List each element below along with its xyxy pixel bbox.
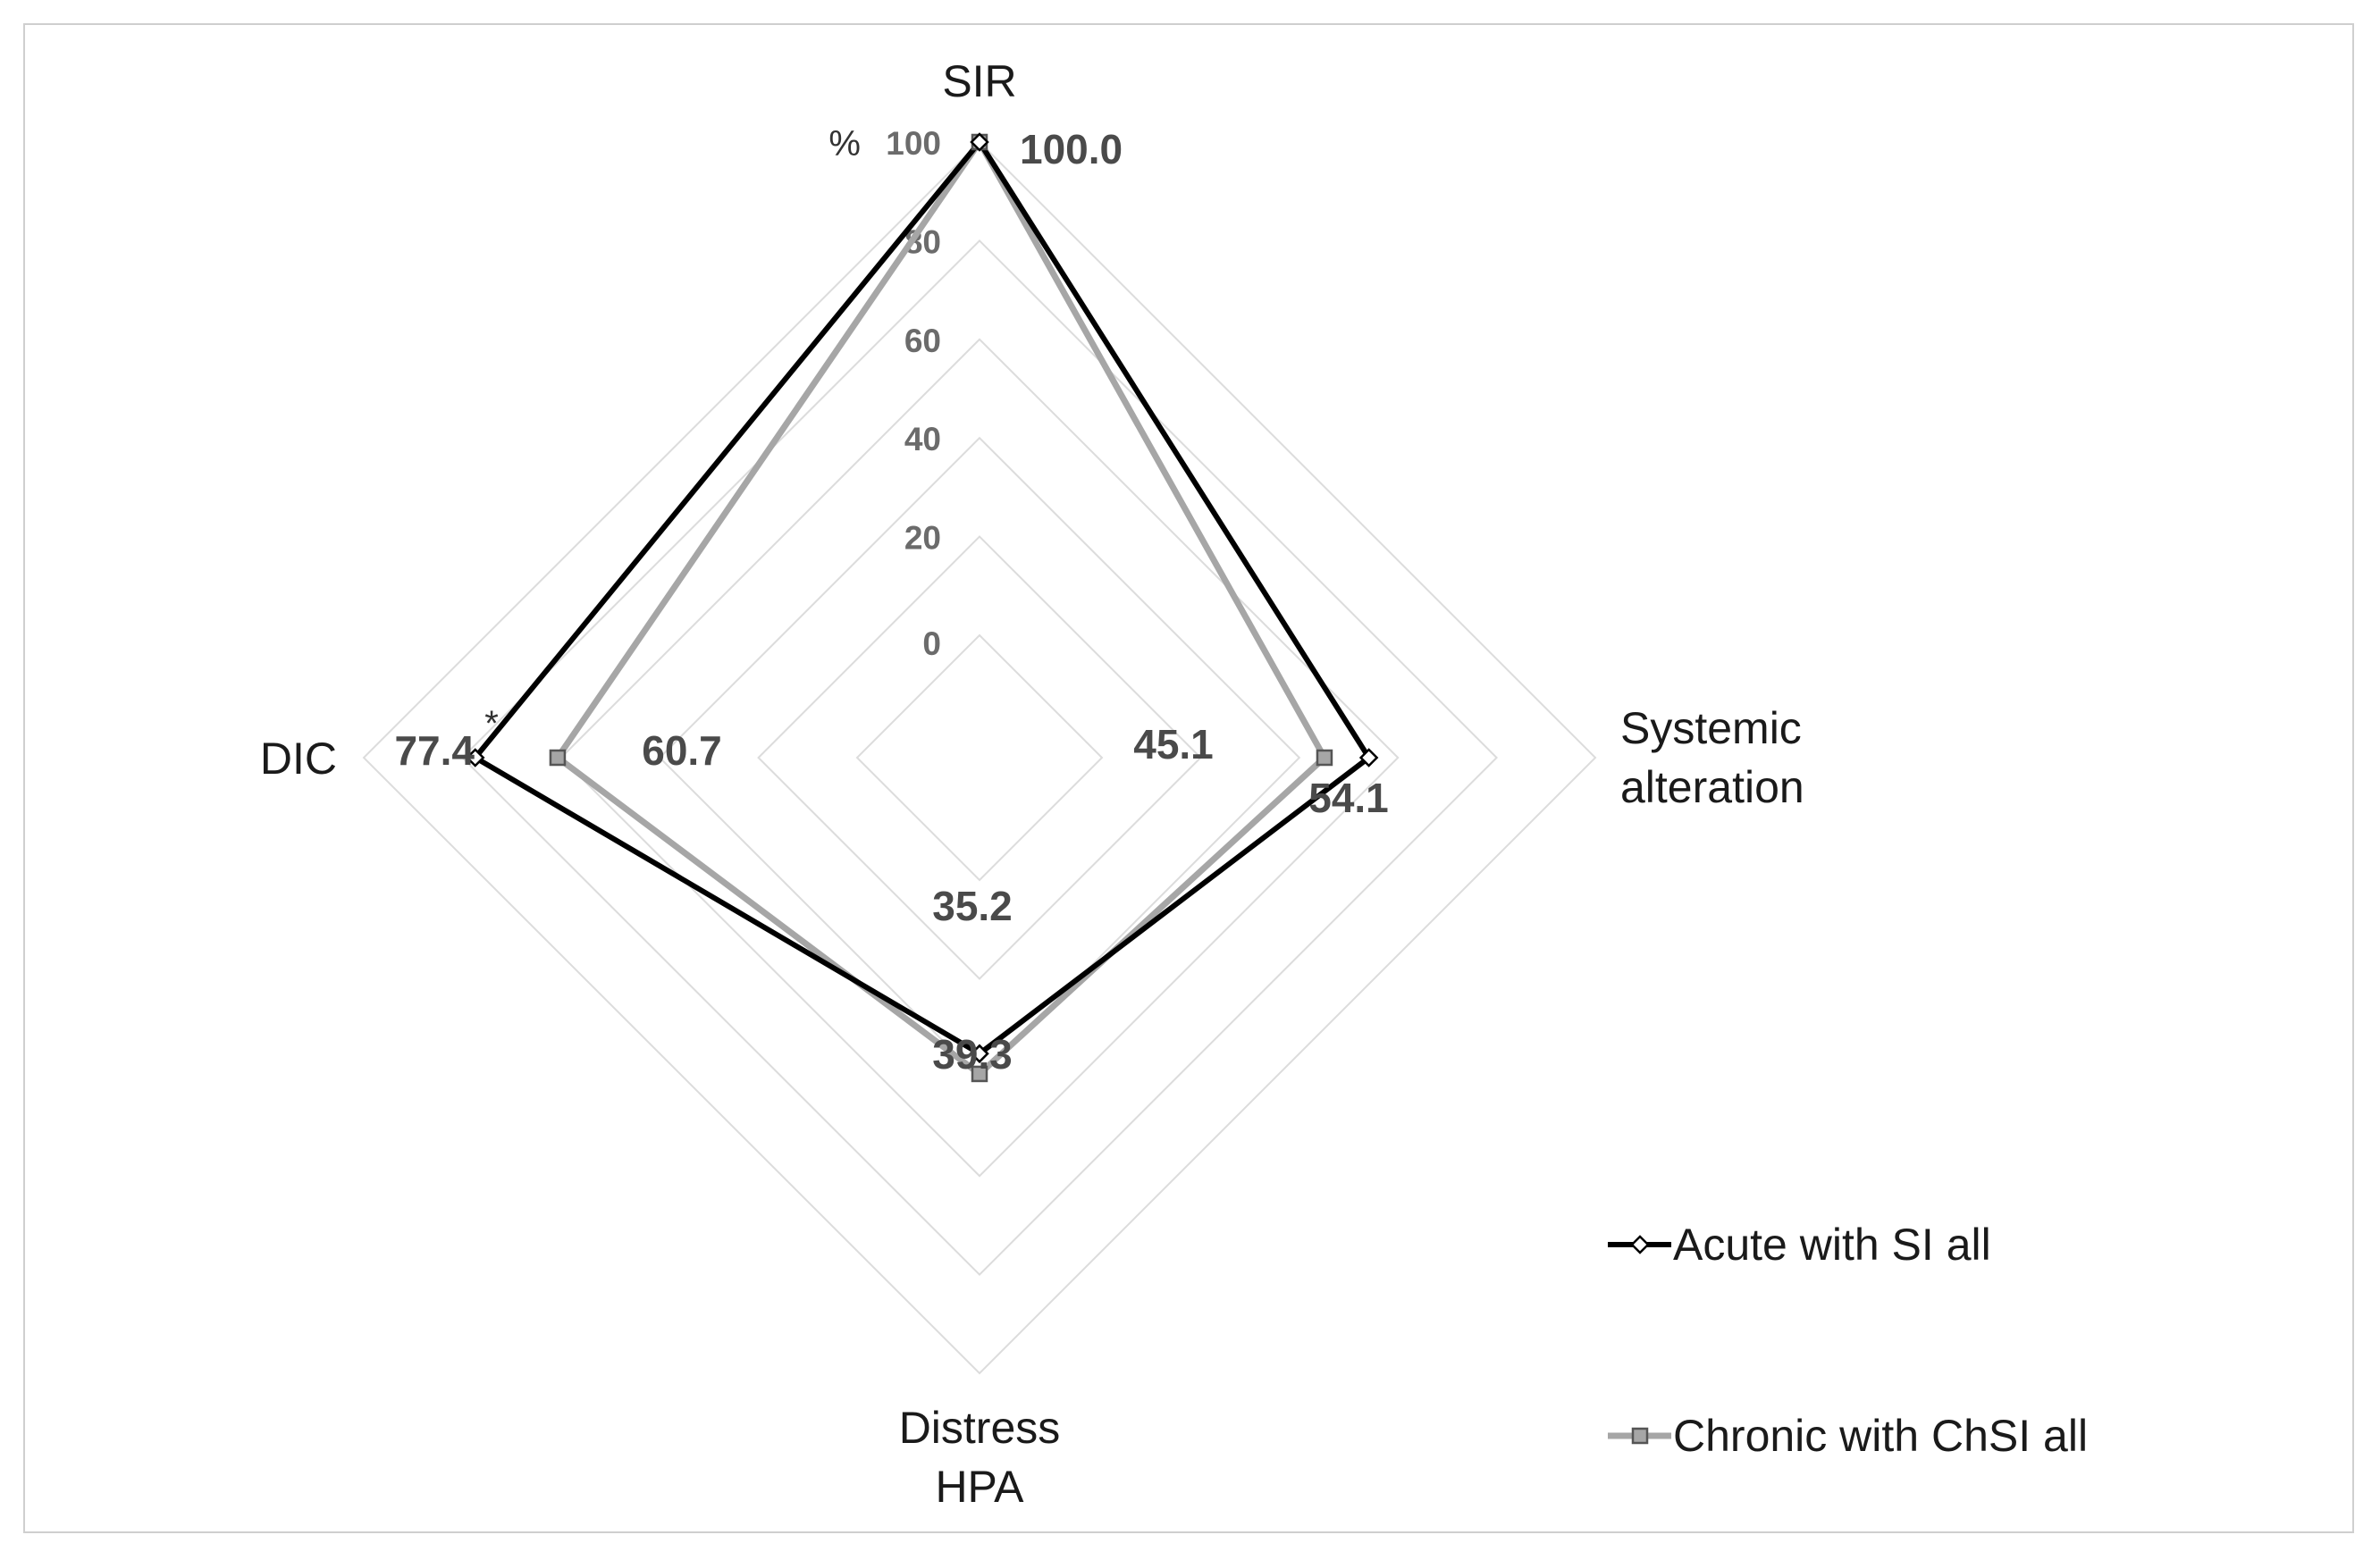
data-point — [1316, 749, 1333, 767]
data-label: 77.4 — [394, 727, 475, 774]
data-label: 100.0 — [1020, 126, 1123, 172]
data-label: 54.1 — [1308, 775, 1389, 821]
grid-ring — [559, 338, 1400, 1178]
chart-frame — [23, 23, 2354, 1533]
data-label: 45.1 — [1133, 721, 1214, 767]
data-point — [971, 1065, 988, 1083]
significance-annotation: * — [484, 704, 499, 743]
data-label: 60.7 — [642, 727, 722, 774]
data-series — [465, 132, 1379, 1083]
tick-label: 60 — [904, 323, 941, 359]
grid-ring — [362, 140, 1597, 1375]
grid-ring — [855, 633, 1104, 882]
legend-label: Acute with SI all — [1673, 1220, 1991, 1270]
unit-label: % — [828, 124, 861, 164]
axis-label: SIR — [942, 56, 1016, 106]
axis-label: Systemic alteration — [1620, 703, 1804, 812]
grid-ring — [757, 535, 1202, 980]
legend-marker — [1630, 1235, 1650, 1254]
data-point — [1358, 748, 1379, 767]
data-labels: 100.0 54.1 35.2 77.4 45.1 39.3 60.7 * — [394, 126, 1388, 1078]
axis-labels: SIR Systemic alteration Distress HPA DIC — [260, 56, 1804, 1512]
data-point — [549, 749, 567, 767]
legend: Acute with SI all Chronic with ChSI all — [1608, 1220, 2088, 1461]
data-label: 35.2 — [932, 883, 1013, 929]
tick-label: 0 — [922, 625, 941, 662]
axis-label: Distress HPA — [899, 1403, 1061, 1512]
data-point — [465, 748, 485, 767]
tick-label: 40 — [904, 421, 941, 457]
series-line — [553, 136, 1329, 1078]
data-point — [970, 132, 989, 152]
tick-label: 100 — [886, 125, 941, 162]
legend-label: Chronic with ChSI all — [1673, 1411, 2088, 1461]
radar-grid — [362, 140, 1597, 1375]
legend-marker — [1631, 1427, 1649, 1445]
grid-ring — [460, 239, 1499, 1277]
axis-label: DIC — [260, 734, 337, 784]
data-label: 39.3 — [932, 1031, 1013, 1078]
tick-label: 20 — [904, 520, 941, 557]
data-point — [970, 1044, 989, 1064]
